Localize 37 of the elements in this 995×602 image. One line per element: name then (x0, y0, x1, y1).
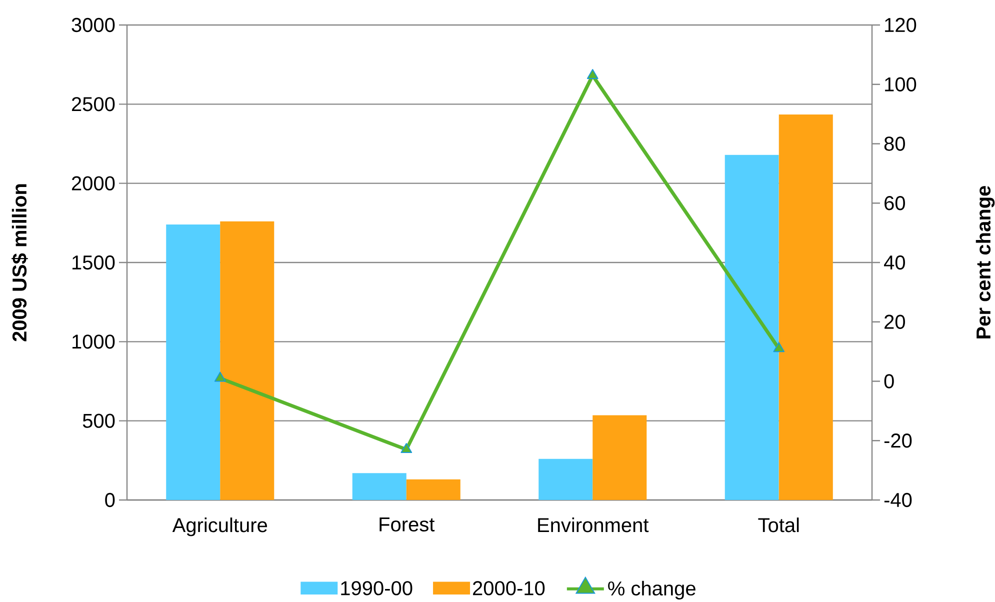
point (586, 68, 598, 79)
y2-tick-label: 120 (885, 18, 916, 32)
y-tick-label: 0 (105, 492, 115, 508)
bar (724, 154, 779, 500)
legend-label: % change (608, 580, 696, 600)
bar (592, 415, 647, 500)
y-tick-label: 3000 (72, 18, 115, 32)
x-tick-label: Forest (380, 518, 435, 532)
bar (538, 458, 593, 500)
y2-tick-label: 20 (884, 314, 905, 329)
point (773, 342, 785, 352)
y2-tick-label: -40 (884, 492, 912, 508)
y2-tick-label: -20 (884, 434, 912, 448)
y-tick-label: 1500 (72, 255, 115, 270)
x-tick-label: Environment (538, 518, 649, 532)
y2-axis-title: Per cent change (976, 186, 995, 338)
bar (406, 479, 460, 500)
y2-tick-label: 100 (885, 77, 916, 92)
x-tick-label: Total (758, 518, 799, 532)
bar (352, 473, 406, 500)
point (214, 372, 226, 382)
y2-tick-label: 60 (884, 196, 905, 210)
y-tick-label: 2500 (72, 97, 115, 112)
y-axis-title: 2009 US$ million (12, 184, 28, 342)
y2-tick-label: 0 (884, 374, 894, 388)
y-tick-label: 500 (82, 414, 115, 428)
bar (166, 224, 220, 500)
y-tick-label: 1000 (72, 334, 115, 349)
x-tick-label: Agriculture (172, 518, 268, 536)
y2-tick-label: 40 (884, 255, 905, 270)
bar (778, 114, 833, 500)
bar (220, 221, 274, 500)
point (400, 443, 412, 454)
y-tick-label: 2000 (72, 176, 115, 190)
legend-label: 2000-10 (473, 581, 545, 596)
legend-label: 1990-00 (341, 581, 412, 596)
y2-tick-label: 80 (884, 136, 905, 151)
